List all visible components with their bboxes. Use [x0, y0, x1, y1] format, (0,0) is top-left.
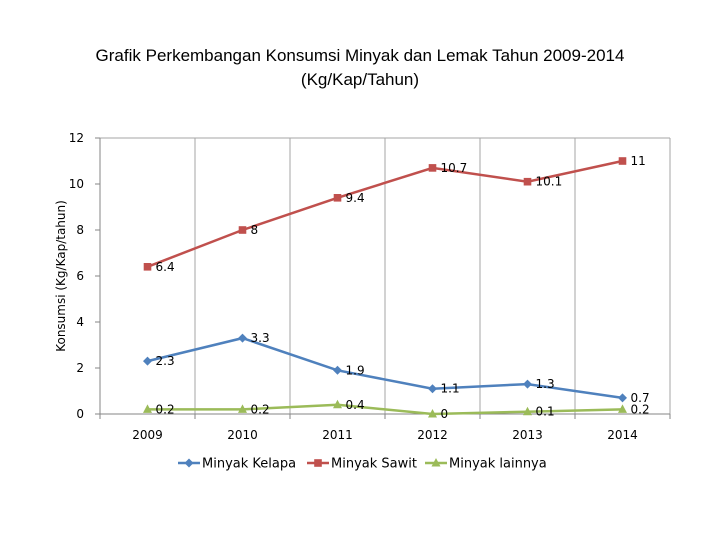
- legend-label-minyak-sawit: Minyak Sawit: [331, 457, 417, 472]
- y-tick-label: 10: [69, 177, 84, 191]
- data-point-minyak-kelapa: [428, 384, 437, 394]
- data-label-minyak-sawit: 10.7: [441, 161, 468, 175]
- data-label-minyak-kelapa: 0.7: [631, 391, 650, 405]
- data-point-minyak-sawit: [333, 194, 342, 202]
- chart-subtitle: (Kg/Kap/Tahun): [300, 70, 420, 89]
- y-tick-label: 6: [76, 269, 84, 283]
- data-point-minyak-sawit: [523, 177, 532, 186]
- data-point-minyak-lainnya: [333, 399, 342, 409]
- y-tick-label: 0: [76, 407, 84, 421]
- data-label-minyak-sawit: 6.4: [156, 260, 175, 274]
- data-point-minyak-sawit: [238, 226, 247, 234]
- data-point-minyak-kelapa: [618, 393, 627, 403]
- x-tick-label: 2009: [132, 428, 163, 442]
- legend-marker-minyak-kelapa: [184, 458, 194, 468]
- y-tick-label: 4: [76, 315, 84, 329]
- data-point-minyak-kelapa: [523, 379, 532, 389]
- y-tick-label: 2: [76, 361, 84, 375]
- x-tick-label: 2012: [417, 428, 448, 442]
- data-point-minyak-kelapa: [143, 356, 152, 366]
- data-label-minyak-sawit: 9.4: [346, 191, 365, 205]
- data-label-minyak-lainnya: 0.2: [631, 402, 650, 416]
- x-tick-label: 2011: [322, 428, 353, 442]
- data-label-minyak-lainnya: 0.4: [346, 398, 365, 412]
- data-label-minyak-kelapa: 3.3: [251, 331, 270, 345]
- data-label-minyak-kelapa: 1.3: [536, 377, 555, 391]
- data-point-minyak-sawit: [428, 164, 437, 172]
- y-tick-label: 8: [76, 223, 84, 237]
- data-label-minyak-sawit: 10.1: [536, 175, 563, 189]
- legend-label-minyak-lainnya: Minyak lainnya: [449, 457, 547, 472]
- legend-marker-minyak-lainnya: [431, 458, 441, 467]
- data-label-minyak-kelapa: 1.1: [441, 382, 460, 396]
- series-line-minyak-sawit: [147, 159, 623, 268]
- chart-title: Grafik Perkembangan Konsumsi Minyak dan …: [60, 44, 660, 92]
- data-point-minyak-sawit: [143, 263, 152, 271]
- data-point-minyak-sawit: [618, 157, 627, 165]
- x-tick-label: 2013: [512, 428, 543, 442]
- data-point-minyak-kelapa: [333, 365, 342, 375]
- data-point-minyak-lainnya: [238, 404, 247, 413]
- data-label-minyak-lainnya: 0.2: [251, 402, 270, 416]
- data-point-minyak-lainnya: [143, 404, 152, 413]
- y-axis-label: Konsumsi (Kg/Kap/tahun): [54, 200, 68, 352]
- data-point-minyak-kelapa: [238, 333, 247, 343]
- data-label-minyak-lainnya: 0.1: [536, 405, 555, 419]
- y-tick-label: 12: [69, 131, 84, 145]
- data-label-minyak-kelapa: 1.9: [346, 363, 365, 377]
- legend-label-minyak-kelapa: Minyak Kelapa: [202, 457, 296, 472]
- series-line-minyak-lainnya: [147, 403, 623, 416]
- series-line-minyak-kelapa: [147, 336, 623, 400]
- x-tick-label: 2014: [607, 428, 638, 442]
- data-point-minyak-lainnya: [618, 404, 627, 413]
- data-label-minyak-lainnya: 0.2: [156, 402, 175, 416]
- data-label-minyak-sawit: 11: [631, 154, 646, 168]
- x-tick-label: 2010: [227, 428, 258, 442]
- data-label-minyak-kelapa: 2.3: [156, 354, 175, 368]
- legend-marker-minyak-sawit: [314, 459, 322, 467]
- data-point-minyak-lainnya: [428, 409, 437, 418]
- data-label-minyak-sawit: 8: [251, 223, 259, 237]
- data-label-minyak-lainnya: 0: [441, 407, 449, 421]
- data-point-minyak-lainnya: [523, 406, 532, 416]
- chart-title-line: Grafik Perkembangan Konsumsi Minyak dan …: [95, 46, 625, 65]
